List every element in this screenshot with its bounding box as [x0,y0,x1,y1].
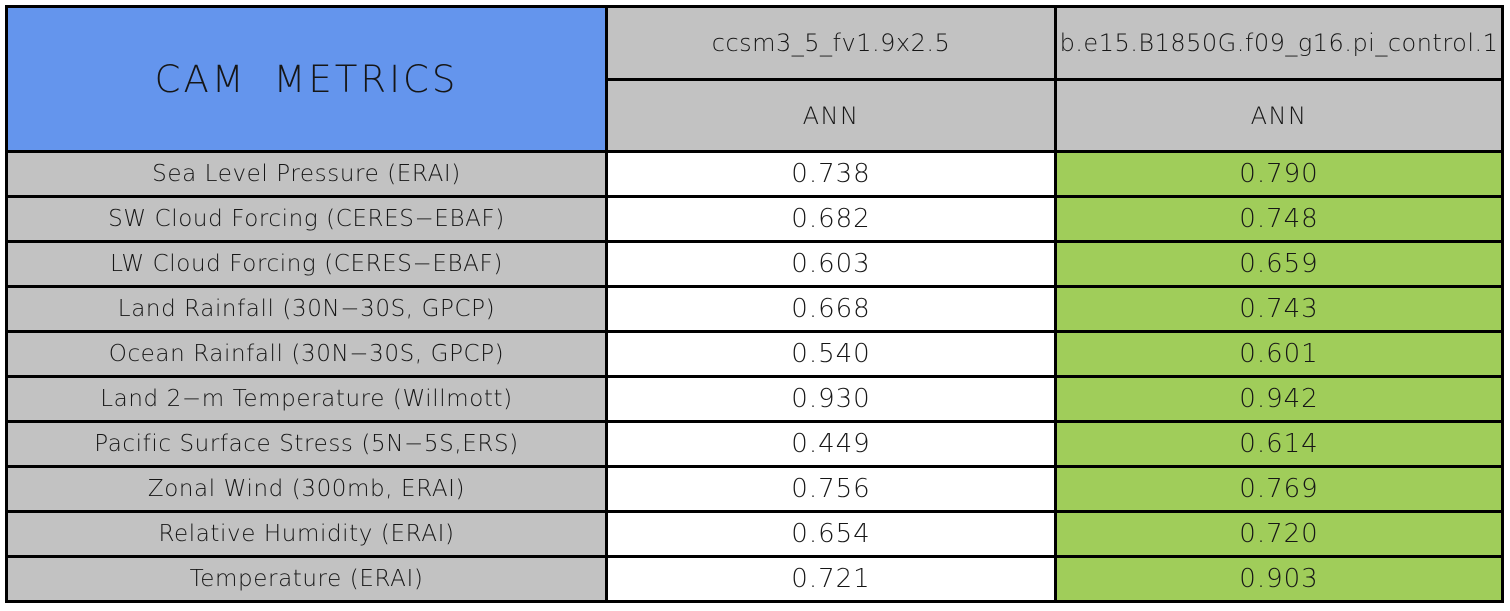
value-text: 0.668 [791,294,871,324]
season-header-model-2: ANN [1057,81,1501,150]
metric-label-relative-humidity: Relative Humidity (ERAI) [8,513,605,555]
metric-label-lw-cloud-forcing: LW Cloud Forcing (CERES−EBAF) [8,243,605,285]
value-text: 0.540 [791,339,871,369]
value-model2-row4: 0.743 [1057,288,1501,330]
value-model1-row3: 0.603 [608,243,1054,285]
value-model2-row1: 0.790 [1057,153,1501,195]
value-text: 0.748 [1239,204,1319,234]
metric-label-pacific-surface-stress: Pacific Surface Stress (5N−5S,ERS) [8,423,605,465]
value-model1-row4: 0.668 [608,288,1054,330]
metric-label-land-2m-temperature: Land 2−m Temperature (Willmott) [8,378,605,420]
value-model1-row10: 0.721 [608,558,1054,600]
value-text: 0.930 [791,384,871,414]
value-text: 0.903 [1239,564,1319,594]
value-text: 0.942 [1239,384,1319,414]
metric-label-sw-cloud-forcing: SW Cloud Forcing (CERES−EBAF) [8,198,605,240]
value-text: 0.756 [791,474,871,504]
value-model2-row9: 0.720 [1057,513,1501,555]
model-1-name: ccsm3_5_fv1.9x2.5 [711,29,951,57]
value-model1-row7: 0.449 [608,423,1054,465]
metric-label-zonal-wind: Zonal Wind (300mb, ERAI) [8,468,605,510]
value-model2-row10: 0.903 [1057,558,1501,600]
season-label: ANN [802,101,860,130]
value-model1-row8: 0.756 [608,468,1054,510]
value-text: 0.654 [791,519,871,549]
metric-text: Ocean Rainfall (30N−30S, GPCP) [108,341,505,367]
value-model2-row5: 0.601 [1057,333,1501,375]
value-model1-row2: 0.682 [608,198,1054,240]
metric-text: Sea Level Pressure (ERAI) [152,161,461,187]
model-2-name: b.e15.B1850G.f09_g16.pi_control.1 [1059,29,1499,57]
metric-text: Land 2−m Temperature (Willmott) [100,386,513,412]
value-model2-row8: 0.769 [1057,468,1501,510]
metric-label-ocean-rainfall: Ocean Rainfall (30N−30S, GPCP) [8,333,605,375]
value-model2-row2: 0.748 [1057,198,1501,240]
value-model2-row7: 0.614 [1057,423,1501,465]
value-text: 0.682 [791,204,871,234]
metric-label-temperature: Temperature (ERAI) [8,558,605,600]
value-text: 0.659 [1239,249,1319,279]
value-text: 0.769 [1239,474,1319,504]
metric-text: SW Cloud Forcing (CERES−EBAF) [108,206,505,232]
metric-label-sea-level-pressure: Sea Level Pressure (ERAI) [8,153,605,195]
value-model2-row6: 0.942 [1057,378,1501,420]
metric-text: Temperature (ERAI) [189,566,424,592]
value-model1-row6: 0.930 [608,378,1054,420]
cam-metrics-table: CAM METRICS ccsm3_5_fv1.9x2.5 b.e15.B185… [5,5,1504,603]
season-header-model-1: ANN [608,81,1054,150]
metric-text: Relative Humidity (ERAI) [158,521,455,547]
value-model1-row1: 0.738 [608,153,1054,195]
metric-text: Zonal Wind (300mb, ERAI) [147,476,466,502]
value-text: 0.743 [1239,294,1319,324]
metric-text: Pacific Surface Stress (5N−5S,ERS) [94,431,519,457]
value-text: 0.790 [1239,159,1319,189]
metric-text: Land Rainfall (30N−30S, GPCP) [117,296,496,322]
value-text: 0.721 [791,564,871,594]
value-text: 0.614 [1239,429,1319,459]
value-text: 0.720 [1239,519,1319,549]
metric-label-land-rainfall: Land Rainfall (30N−30S, GPCP) [8,288,605,330]
value-model1-row5: 0.540 [608,333,1054,375]
table-title-cell: CAM METRICS [8,8,605,150]
value-text: 0.449 [791,429,871,459]
value-model2-row3: 0.659 [1057,243,1501,285]
metric-text: LW Cloud Forcing (CERES−EBAF) [110,251,503,277]
value-text: 0.601 [1239,339,1319,369]
value-text: 0.738 [791,159,871,189]
column-header-model-1: ccsm3_5_fv1.9x2.5 [608,8,1054,78]
value-text: 0.603 [791,249,871,279]
value-model1-row9: 0.654 [608,513,1054,555]
table-title: CAM METRICS [154,57,459,101]
column-header-model-2: b.e15.B1850G.f09_g16.pi_control.1 [1057,8,1501,78]
season-label: ANN [1250,101,1308,130]
